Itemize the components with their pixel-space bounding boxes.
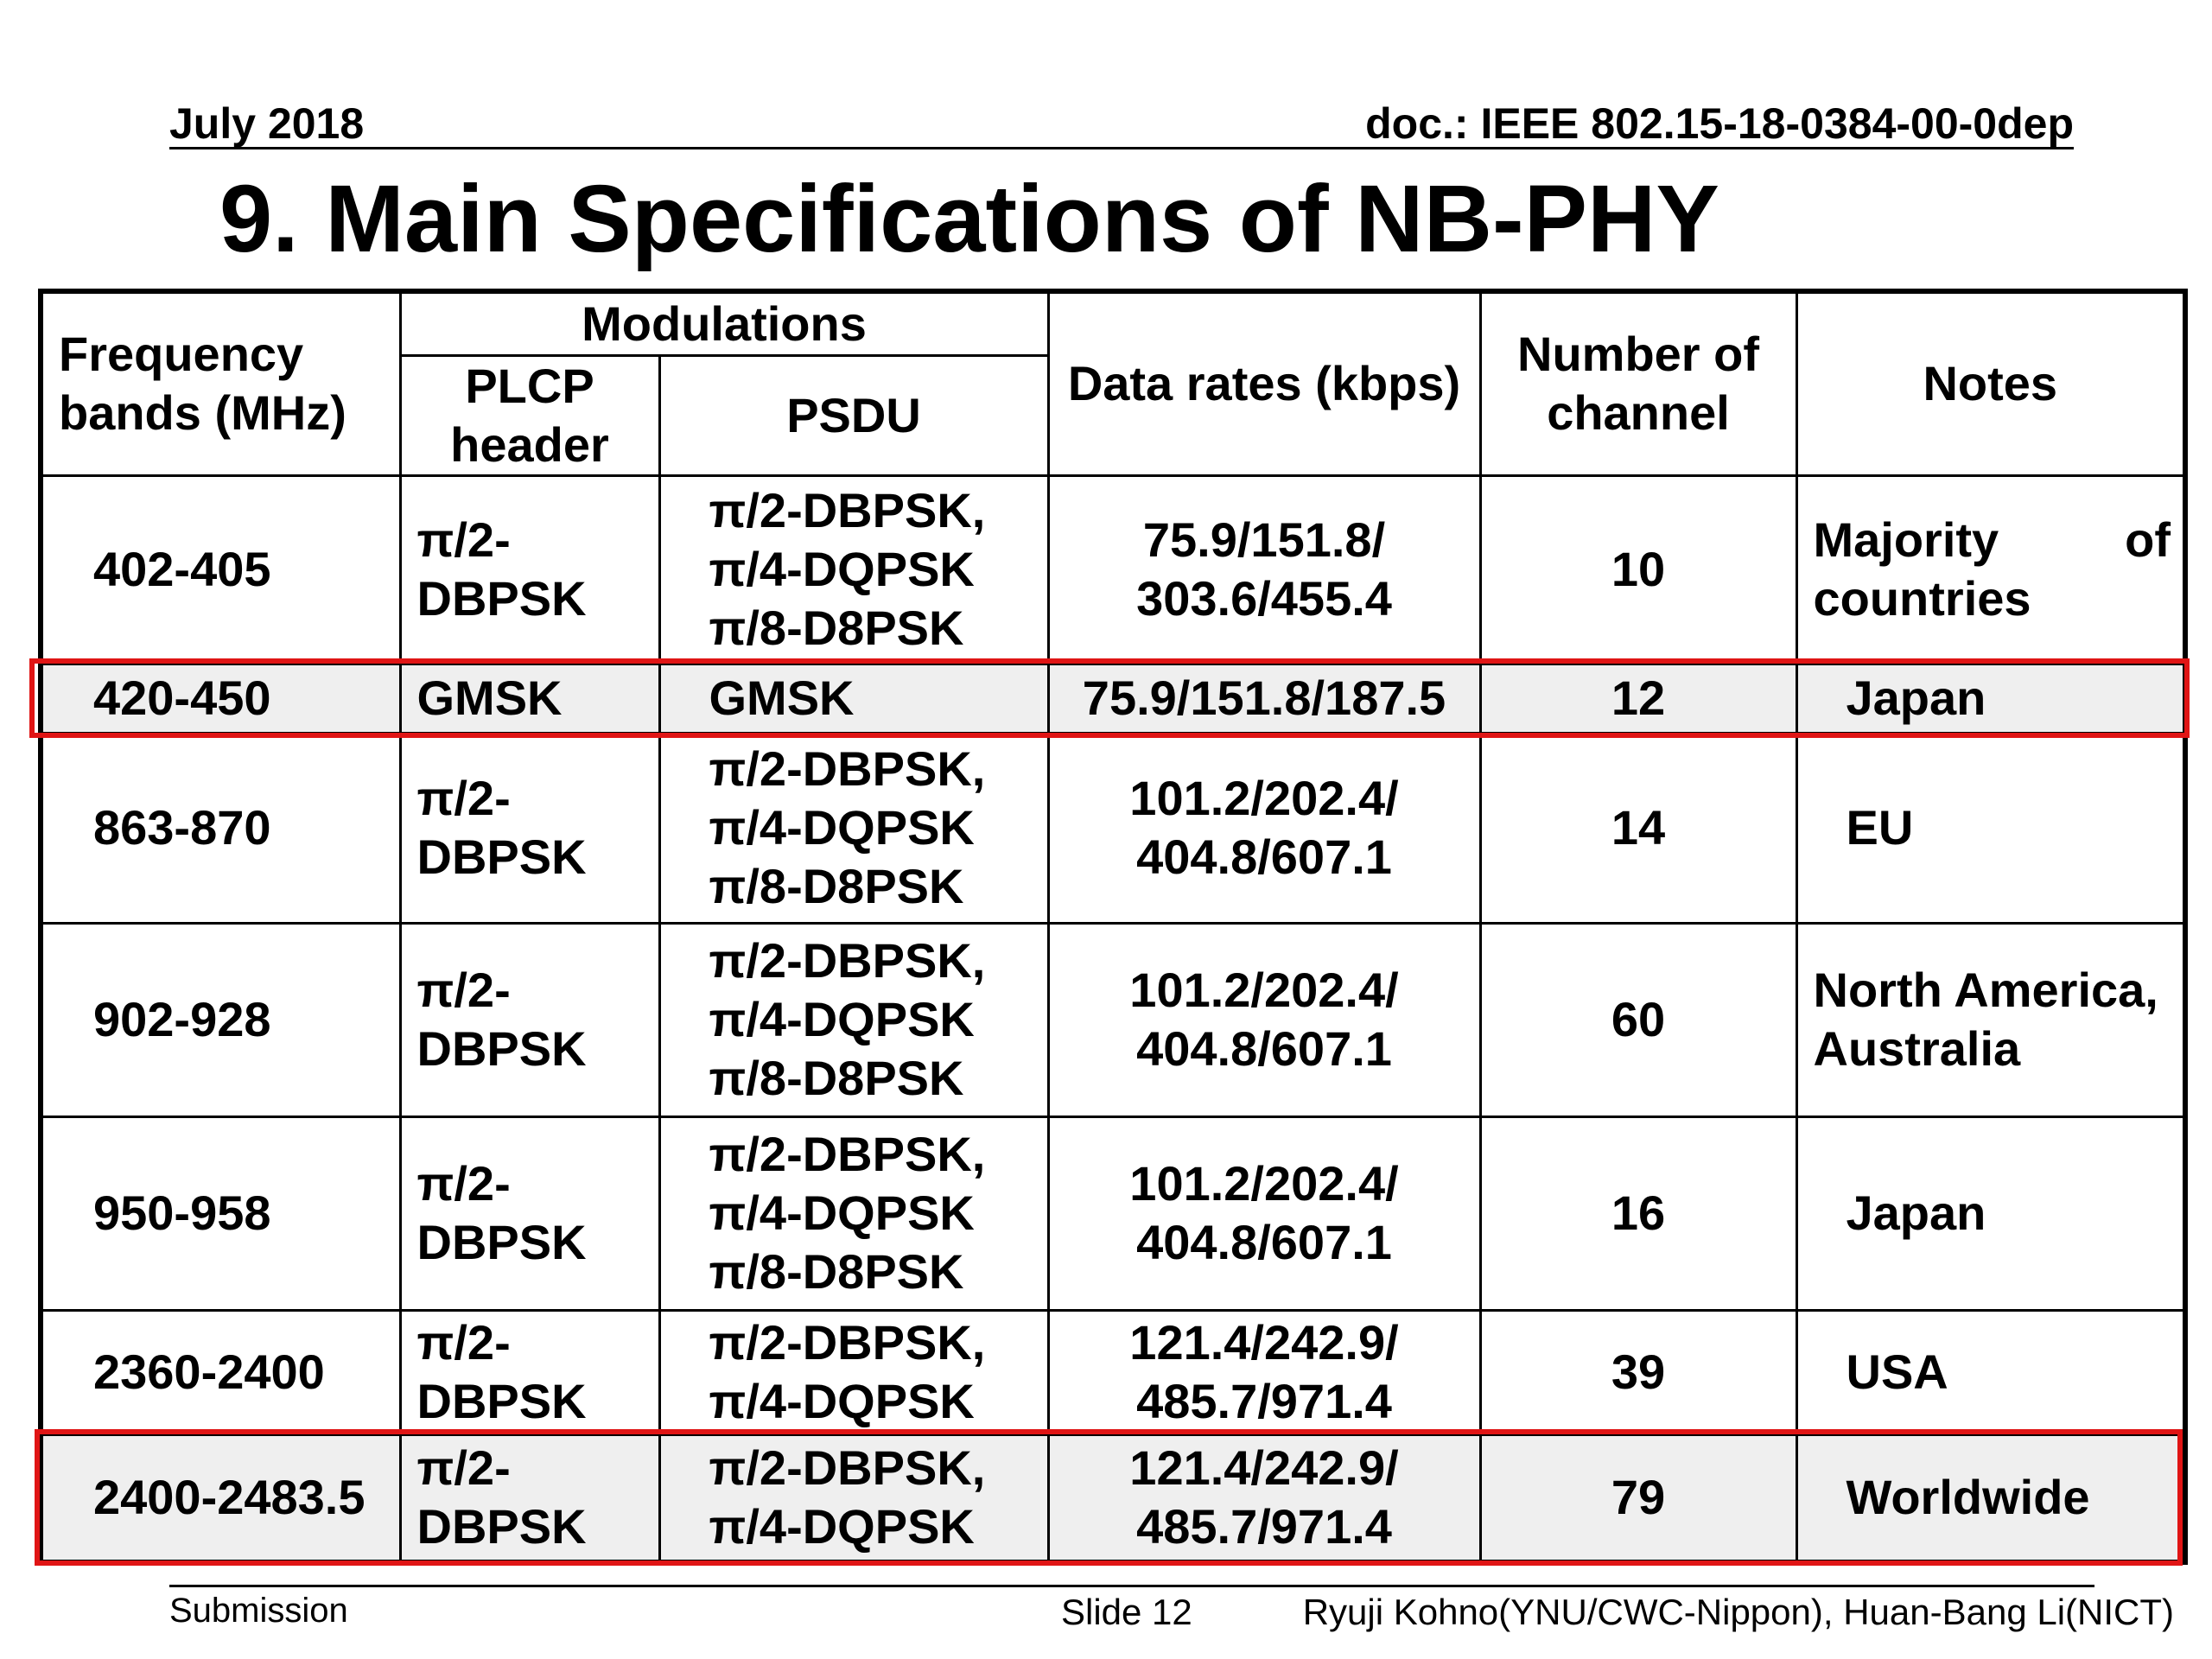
data-rate-cell: 75.9/151.8/187.5 <box>1046 662 1482 734</box>
table-row: 2360-2400 π/2- DBPSK π/2-DBPSK, π/4-DQPS… <box>39 1308 2187 1436</box>
header-date: July 2018 <box>169 99 365 148</box>
frequency-cell: 950-958 <box>39 1115 402 1312</box>
header-divider <box>169 147 2074 149</box>
channel-count-cell: 14 <box>1478 731 1798 925</box>
header-data-rates: Data rates (kbps) <box>1046 289 1482 477</box>
table-row: 902-928 π/2- DBPSK π/2-DBPSK, π/4-DQPSK … <box>39 921 2187 1118</box>
notes-cell: USA <box>1795 1308 2187 1436</box>
table-row: 2400-2483.5 π/2- DBPSK π/2-DBPSK, π/4-DQ… <box>39 1433 2187 1564</box>
psdu-cell: π/2-DBPSK, π/4-DQPSK π/8-D8PSK <box>658 731 1050 925</box>
channel-count-cell: 79 <box>1478 1433 1798 1564</box>
channel-count-cell: 39 <box>1478 1308 1798 1436</box>
header-doc-id: doc.: IEEE 802.15-18-0384-00-0dep <box>1365 99 2074 148</box>
table-row: 950-958 π/2- DBPSK π/2-DBPSK, π/4-DQPSK … <box>39 1115 2187 1312</box>
table-row: 402-405 π/2- DBPSK π/2-DBPSK, π/4-DQPSK … <box>39 474 2187 665</box>
table-row: 863-870 π/2- DBPSK π/2-DBPSK, π/4-DQPSK … <box>39 731 2187 925</box>
frequency-cell: 2360-2400 <box>39 1308 402 1436</box>
header-plcp: PLCP header <box>398 353 661 477</box>
plcp-cell: π/2- DBPSK <box>398 1115 661 1312</box>
header-modulations: Modulations <box>398 289 1050 357</box>
frequency-cell: 420-450 <box>39 662 402 734</box>
footer-submission: Submission <box>169 1592 348 1630</box>
notes-cell: Worldwide <box>1795 1433 2187 1564</box>
data-rate-cell: 101.2/202.4/ 404.8/607.1 <box>1046 1115 1482 1312</box>
plcp-cell: π/2- DBPSK <box>398 731 661 925</box>
psdu-cell: π/2-DBPSK, π/4-DQPSK <box>658 1308 1050 1436</box>
psdu-cell: π/2-DBPSK, π/4-DQPSK π/8-D8PSK <box>658 474 1050 665</box>
header-frequency-bands: Frequency bands (MHz) <box>39 289 402 477</box>
table-row: 420-450 GMSK GMSK 75.9/151.8/187.5 12 Ja… <box>39 662 2187 734</box>
frequency-cell: 2400-2483.5 <box>39 1433 402 1564</box>
plcp-cell: π/2- DBPSK <box>398 921 661 1118</box>
plcp-cell: GMSK <box>398 662 661 734</box>
psdu-cell: GMSK <box>658 662 1050 734</box>
frequency-cell: 902-928 <box>39 921 402 1118</box>
channel-count-cell: 16 <box>1478 1115 1798 1312</box>
footer-authors: Ryuji Kohno(YNU/CWC-Nippon), Huan-Bang L… <box>1302 1592 2174 1632</box>
psdu-cell: π/2-DBPSK, π/4-DQPSK <box>658 1433 1050 1564</box>
notes-cell: EU <box>1795 731 2187 925</box>
notes-cell: Japan <box>1795 662 2187 734</box>
frequency-cell: 402-405 <box>39 474 402 665</box>
data-rate-cell: 101.2/202.4/ 404.8/607.1 <box>1046 731 1482 925</box>
header-psdu: PSDU <box>658 353 1050 477</box>
footer-divider <box>169 1585 2094 1587</box>
data-rate-cell: 121.4/242.9/ 485.7/971.4 <box>1046 1308 1482 1436</box>
footer-slide-number: Slide 12 <box>1061 1592 1192 1632</box>
data-rate-cell: 121.4/242.9/ 485.7/971.4 <box>1046 1433 1482 1564</box>
psdu-cell: π/2-DBPSK, π/4-DQPSK π/8-D8PSK <box>658 1115 1050 1312</box>
channel-count-cell: 10 <box>1478 474 1798 665</box>
channel-count-cell: 60 <box>1478 921 1798 1118</box>
data-rate-cell: 75.9/151.8/ 303.6/455.4 <box>1046 474 1482 665</box>
notes-cell: Japan <box>1795 1115 2187 1312</box>
slide-title: 9. Main Specifications of NB-PHY <box>219 166 1719 272</box>
data-rate-cell: 101.2/202.4/ 404.8/607.1 <box>1046 921 1482 1118</box>
plcp-cell: π/2- DBPSK <box>398 1308 661 1436</box>
notes-cell: Majority of countries <box>1795 474 2187 665</box>
channel-count-cell: 12 <box>1478 662 1798 734</box>
notes-cell: North America, Australia <box>1795 921 2187 1118</box>
header-number-of-channel: Number of channel <box>1478 289 1798 477</box>
plcp-cell: π/2- DBPSK <box>398 474 661 665</box>
frequency-cell: 863-870 <box>39 731 402 925</box>
psdu-cell: π/2-DBPSK, π/4-DQPSK π/8-D8PSK <box>658 921 1050 1118</box>
specifications-table: Frequency bands (MHz) Modulations Data r… <box>38 289 2188 1565</box>
header-notes: Notes <box>1795 289 2187 477</box>
plcp-cell: π/2- DBPSK <box>398 1433 661 1564</box>
